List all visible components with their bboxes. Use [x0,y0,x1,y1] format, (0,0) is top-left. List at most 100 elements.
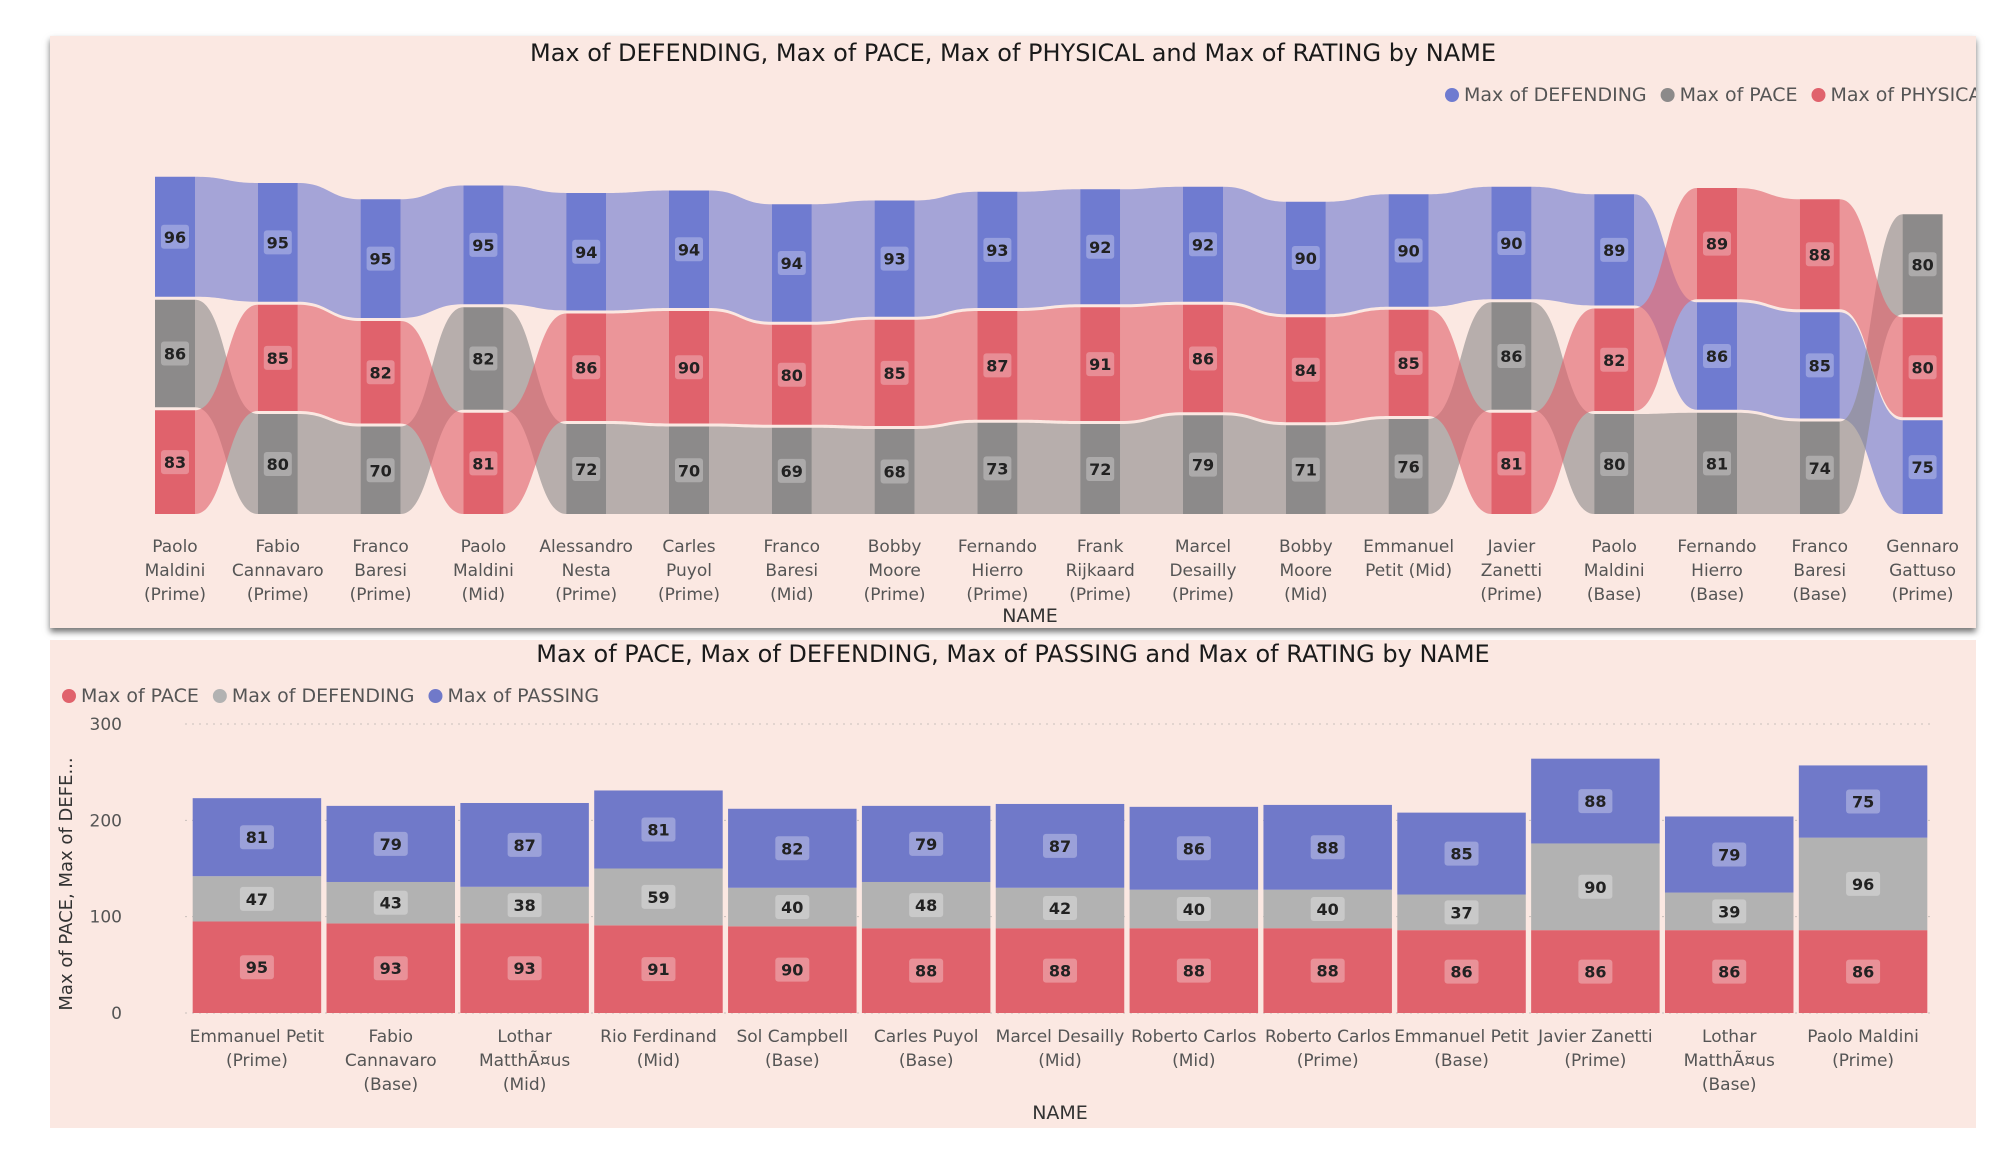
data-label-bg [641,817,676,842]
x-tick-label: Frank [1077,537,1124,557]
data-label-bg [1805,353,1834,378]
data-label: 94 [781,254,803,273]
x-tick-label: (Mid) [1038,1051,1081,1071]
y-grid: 0 100 200 300 [90,715,1930,1024]
data-label: 82 [781,839,803,858]
bar-segment [566,424,607,514]
data-label-bg [1600,347,1629,372]
x-tick-label: Moore [868,561,921,581]
data-label-bg [161,450,189,475]
x-tick-label: Franco [764,537,820,557]
ribbon-max-of-pace [1737,412,1800,514]
bar-segment [1388,309,1429,416]
bar-segment [669,311,709,424]
x-tick-label: (Prime) [966,585,1028,605]
data-label: 80 [1911,358,1933,377]
data-label: 79 [915,835,937,854]
data-label-bg [641,957,676,982]
data-label: 85 [1809,356,1831,375]
ribbon-max-of-physical [195,304,258,514]
bar-segment [1664,930,1794,1013]
bar-segment [1183,186,1223,302]
bar-segment [1183,415,1223,514]
x-tick-label: Carles Puyol [874,1027,979,1047]
x-tick-label: (Base) [1702,1075,1757,1095]
data-label-bg [1394,238,1423,263]
data-label-bg [239,825,274,850]
data-label: 95 [246,958,268,977]
x-tick-label: Rijkaard [1066,561,1135,581]
bar-segment [861,928,991,1013]
data-label-bg [1043,895,1077,920]
data-label: 93 [513,959,535,978]
ribbon-max-of-physical [297,304,361,424]
legend-label: Max of DEFENDING [232,685,415,707]
data-label-bg [366,246,395,271]
data-label-bg [161,341,189,366]
data-label: 81 [472,454,494,473]
data-label-bg [880,459,909,484]
ribbon-max-of-pace [1634,412,1697,514]
x-tick-label: Maldini [145,561,206,581]
data-label-bg [263,452,292,476]
legend-marker [212,689,227,703]
data-label: 40 [781,898,803,917]
x-tick-label: Nesta [562,561,611,581]
x-tick-label: Cannavaro [345,1051,437,1071]
ribbon-max-of-physical [1120,304,1183,421]
top-ribbon-chart: Max of DEFENDING Max of PACE Max of PHYSIC… [144,84,1976,627]
bar-segment [192,798,322,877]
data-label: 42 [1049,899,1071,918]
bar-segment [1285,317,1326,423]
data-label-bg [373,831,408,856]
ribbon-max-of-defending [1428,186,1492,307]
y-axis-title: Max of PACE, Max of DEFE... [56,757,77,1010]
data-label-bg [1189,346,1217,371]
x-tick-label: Paolo [152,537,197,557]
bar-segment [1799,312,1840,419]
data-label-bg [1805,455,1834,480]
ribbon-max-of-pace [1839,214,1903,514]
x-tick-label: (Prime) [864,585,926,605]
x-tick-label: Fabio [368,1027,413,1047]
bar-segment [566,193,607,311]
x-tick-label: (Base) [1792,585,1847,605]
data-label-bg [775,895,810,920]
data-label: 43 [380,894,402,913]
bar-segment [1664,816,1794,893]
x-tick-label: (Base) [899,1051,954,1071]
data-label: 85 [883,364,905,383]
data-label-bg [1043,833,1077,858]
data-label-bg [366,360,395,385]
bar-segment [1799,421,1840,514]
legend-marker [1811,88,1826,102]
bar-segment [594,868,723,926]
data-label-bg [469,451,498,476]
ribbon-max-of-defending [1531,186,1595,306]
data-label-bg [675,355,703,380]
bar-segment [861,805,991,882]
bar-segment [1798,837,1928,931]
data-label: 86 [1706,347,1728,366]
data-label: 70 [678,461,700,480]
data-label-bg [1712,842,1747,867]
data-label-bg [1712,959,1747,984]
data-label-bg [1176,836,1211,861]
data-label-bg [1846,789,1881,814]
data-label: 87 [1049,837,1071,856]
x-tick-label: Gennaro [1886,537,1959,557]
data-label: 85 [267,349,289,368]
bar-segment [874,319,915,426]
data-label: 86 [575,358,597,377]
data-label: 87 [513,836,535,855]
data-label: 86 [1450,963,1472,982]
data-label-bg [507,832,542,857]
x-tick-label: Puyol [666,561,712,581]
ribbon-max-of-defending [195,176,258,302]
ribbon-max-of-physical [1017,307,1081,421]
bar-segment [326,881,456,924]
ribbon-max-of-physical [606,311,669,424]
data-label: 40 [1183,900,1205,919]
bar-segment [1129,928,1259,1013]
bar-segment [1183,304,1223,413]
